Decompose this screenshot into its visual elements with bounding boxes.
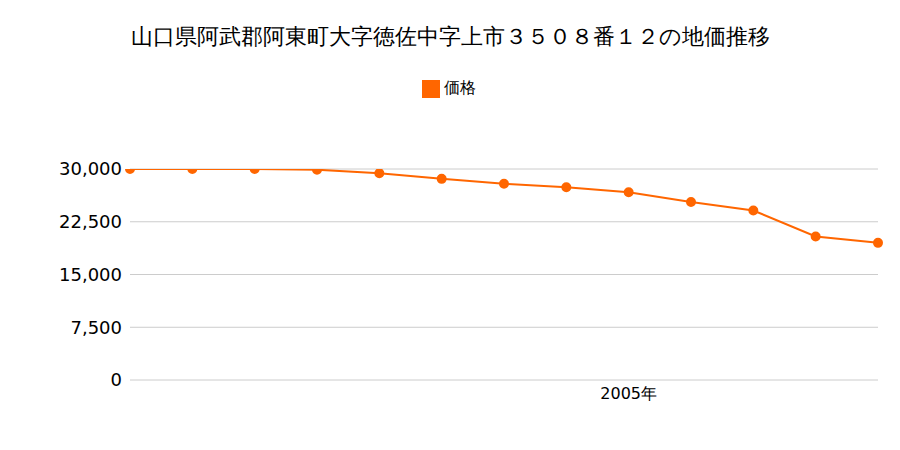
- svg-text:2005年: 2005年: [600, 384, 657, 403]
- svg-text:15,000: 15,000: [59, 264, 122, 285]
- svg-text:30,000: 30,000: [59, 158, 122, 179]
- svg-text:0: 0: [111, 369, 122, 390]
- html-text:山口県阿武郡阿東町大字徳佐中字上市３５０８番１２の地価推移: 山口県阿武郡阿東町大字徳佐中字上市３５０８番１２の地価推移: [130, 24, 770, 49]
- svg-text:7,500: 7,500: [70, 317, 122, 338]
- svg-text:22,500: 22,500: [59, 211, 122, 232]
- html-text:価格: 価格: [444, 78, 476, 97]
